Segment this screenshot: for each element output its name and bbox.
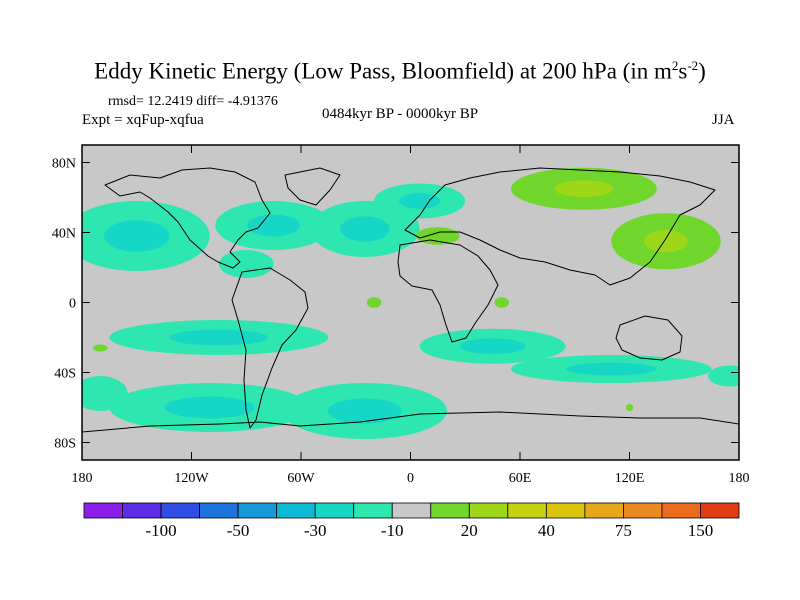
colorbar-swatch [199,502,239,519]
colorbar-swatch [584,502,624,519]
colorbar-swatch [122,502,162,519]
colorbar-label: 150 [687,521,714,540]
lon-tick-label: 180 [72,471,93,486]
lon-tick-label: 60E [509,471,532,486]
negative-anomaly-region [707,365,739,387]
colorbar-label: 20 [460,521,478,540]
positive-anomaly-field [92,167,721,411]
negative-anomaly-core [103,220,170,252]
coast-antarctica [82,411,739,433]
colorbar-label: 40 [537,521,555,540]
negative-anomaly-core [340,216,390,242]
lon-tick-label: 120E [615,471,645,486]
colorbar-swatch [430,502,470,519]
lat-tick-label: 80S [54,437,76,452]
lat-tick-label: 40S [54,367,76,382]
colorbar-swatch [661,502,701,519]
positive-anomaly-region [415,227,460,245]
positive-anomaly-region [92,344,108,352]
coast-greenland [284,167,341,206]
coast-south-america [231,267,309,429]
colorbar-label: -50 [226,521,250,540]
colorbar-swatch [507,502,547,519]
season-label: JJA [712,112,735,128]
colorbar [83,502,740,519]
experiment-label: Expt = xqFup-xqfua [82,112,204,128]
lat-tick-label: 0 [69,297,76,312]
positive-anomaly-region [494,297,510,308]
colorbar-swatch [700,502,740,519]
coast-australia [615,315,683,361]
lat-tick-label: 80N [52,157,76,172]
colorbar-swatch [468,502,509,519]
negative-anomaly-core [399,193,441,209]
colorbar-swatch [83,502,123,519]
coast-north-america [104,167,271,269]
figure-title: Eddy Kinetic Energy (Low Pass, Bloomfiel… [94,58,706,84]
colorbar-label: 75 [614,521,632,540]
positive-anomaly-region [625,404,634,411]
rmsd-diff-stats: rmsd= 12.2419 diff= -4.91376 [108,94,278,109]
colorbar-swatch [391,502,432,519]
colorbar-swatch [160,502,200,519]
colorbar-swatch [353,502,393,519]
positive-anomaly-core [644,230,688,253]
colorbar-label: -100 [145,521,177,540]
coast-eurasia [404,167,716,286]
negative-anomaly-region [218,250,274,278]
colorbar-swatch [237,502,278,519]
negative-anomaly-core [169,329,269,346]
negative-anomaly-core [164,396,255,419]
colorbar-swatch [276,502,316,519]
negative-anomaly-core [459,338,526,355]
longitude-axis: 180 120W 60W 0 60E 120E 180 [72,145,750,486]
latitude-axis: 80N 40N 0 40S 80S [52,157,739,452]
colorbar-label: -30 [303,521,327,540]
positive-anomaly-core [554,180,614,198]
lon-tick-label: 60W [287,471,315,486]
negative-anomaly-core [247,214,300,237]
coast-africa [397,239,499,343]
colorbar-label: -10 [380,521,404,540]
colorbar-swatch [545,502,586,519]
negative-anomaly-field [82,183,739,439]
negative-anomaly-core [327,398,402,424]
negative-anomaly-core [566,362,657,376]
period-label: 0484kyr BP - 0000kyr BP [321,106,479,122]
lat-tick-label: 40N [52,227,76,242]
positive-anomaly-region [366,297,382,308]
colorbar-swatch [314,502,355,519]
lon-tick-label: 180 [729,471,750,486]
colorbar-swatch [623,502,663,519]
coastlines [82,167,739,433]
lon-tick-label: 0 [407,471,414,486]
lon-tick-label: 120W [174,471,209,486]
